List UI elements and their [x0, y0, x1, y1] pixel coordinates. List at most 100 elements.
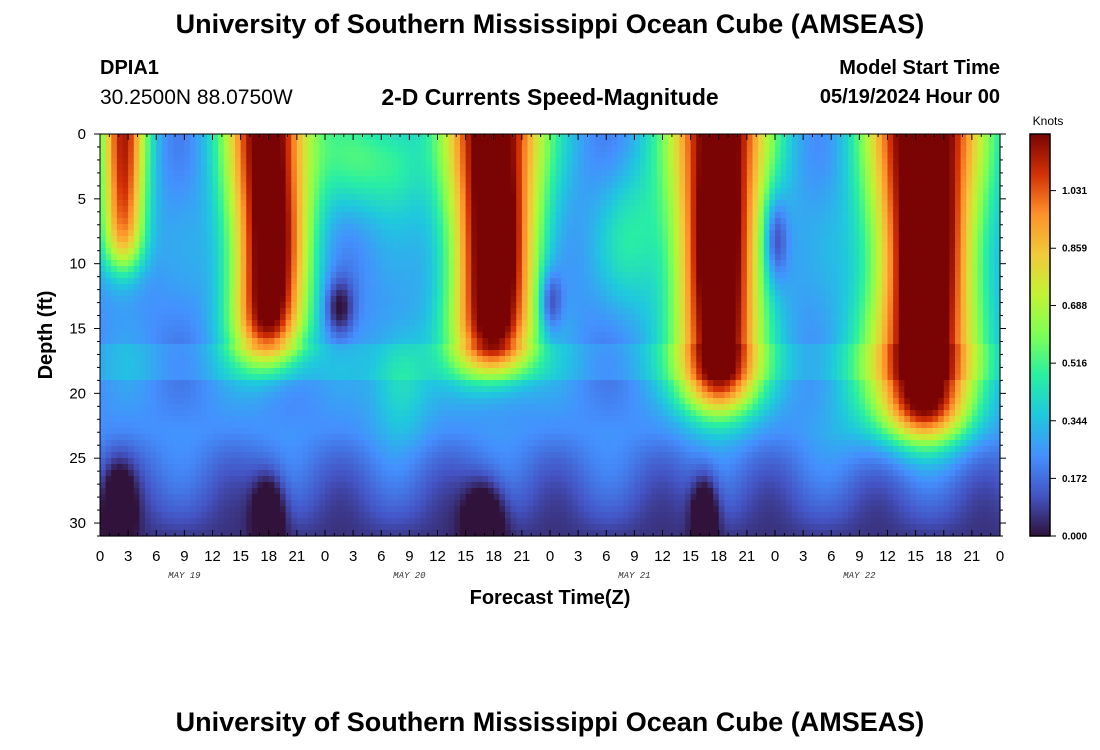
heatmap-cell: [223, 392, 230, 399]
heatmap-cell: [420, 326, 427, 333]
heatmap-cell: [460, 248, 467, 255]
heatmap-cell: [212, 242, 219, 249]
heatmap-cell: [398, 356, 405, 363]
heatmap-cell: [499, 482, 506, 489]
heatmap-cell: [364, 362, 371, 369]
heatmap-cell: [465, 224, 472, 231]
heatmap-cell: [443, 398, 450, 405]
heatmap-cell: [358, 356, 365, 363]
heatmap-cell: [516, 314, 523, 321]
heatmap-cell: [291, 464, 298, 471]
heatmap-cell: [285, 398, 292, 405]
heatmap-cell: [268, 380, 275, 387]
heatmap-cell: [280, 362, 287, 369]
heatmap-cell: [370, 392, 377, 399]
heatmap-cell: [437, 212, 444, 219]
heatmap-cell: [167, 248, 174, 255]
heatmap-cell: [190, 344, 197, 351]
heatmap-cell: [336, 308, 343, 315]
heatmap-cell: [263, 368, 270, 375]
heatmap-cell: [358, 458, 365, 465]
heatmap-cell: [274, 308, 281, 315]
heatmap-cell: [403, 476, 410, 483]
heatmap-cell: [268, 392, 275, 399]
heatmap-cell: [330, 494, 337, 501]
heatmap-cell: [409, 152, 416, 159]
heatmap-cell: [431, 356, 439, 363]
heatmap-cell: [420, 398, 427, 405]
heatmap-cell: [488, 434, 495, 441]
heatmap-cell: [190, 404, 197, 411]
heatmap-cell: [212, 380, 219, 387]
heatmap-cell: [364, 170, 371, 177]
heatmap-cell: [353, 134, 360, 141]
heatmap-cell: [280, 254, 287, 261]
heatmap-cell: [448, 464, 455, 471]
heatmap-cell: [178, 272, 185, 279]
heatmap-cell: [353, 380, 360, 387]
heatmap-cell: [409, 212, 416, 219]
heatmap-cell: [246, 476, 253, 483]
heatmap-cell: [330, 410, 337, 417]
heatmap-cell: [431, 476, 439, 483]
heatmap-cell: [381, 500, 388, 507]
heatmap-cell: [201, 488, 208, 495]
heatmap-cell: [122, 344, 129, 351]
heatmap-cell: [206, 332, 214, 339]
heatmap-cell: [403, 134, 410, 141]
heatmap-cell: [122, 260, 129, 267]
heatmap-cell: [111, 140, 118, 147]
heatmap-cell: [302, 398, 309, 405]
heatmap-cell: [235, 188, 242, 195]
heatmap-cell: [280, 284, 287, 291]
heatmap-cell: [100, 476, 107, 483]
heatmap-cell: [308, 170, 315, 177]
heatmap-cell: [128, 380, 135, 387]
heatmap-cell: [431, 320, 439, 327]
heatmap-cell: [268, 254, 275, 261]
heatmap-cell: [465, 218, 472, 225]
heatmap-cell: [313, 494, 320, 501]
heatmap-cell: [426, 356, 433, 363]
heatmap-cell: [420, 200, 427, 207]
heatmap-cell: [426, 440, 433, 447]
heatmap-cell: [128, 272, 135, 279]
heatmap-cell: [105, 254, 112, 261]
heatmap-cell: [375, 326, 382, 333]
heatmap-cell: [178, 320, 185, 327]
heatmap-cell: [415, 260, 422, 267]
heatmap-cell: [476, 410, 484, 417]
heatmap-cell: [190, 296, 197, 303]
heatmap-cell: [353, 284, 360, 291]
heatmap-cell: [105, 278, 112, 285]
heatmap-cell: [313, 140, 320, 147]
heatmap-cell: [229, 506, 236, 513]
heatmap-cell: [443, 266, 450, 273]
heatmap-cell: [229, 512, 236, 519]
heatmap-cell: [128, 152, 135, 159]
heatmap-cell: [370, 224, 377, 231]
heatmap-cell: [364, 248, 371, 255]
heatmap-cell: [437, 230, 444, 237]
heatmap-cell: [229, 200, 236, 207]
heatmap-cell: [482, 338, 489, 345]
heatmap-cell: [375, 272, 382, 279]
heatmap-cell: [499, 374, 506, 381]
heatmap-cell: [431, 314, 439, 321]
heatmap-cell: [319, 392, 326, 399]
heatmap-cell: [116, 290, 124, 297]
heatmap-cell: [128, 182, 135, 189]
heatmap-cell: [201, 302, 208, 309]
heatmap-cell: [178, 212, 185, 219]
heatmap-cell: [139, 422, 146, 429]
heatmap-cell: [403, 170, 410, 177]
heatmap-cell: [403, 458, 410, 465]
heatmap-cell: [150, 266, 157, 273]
heatmap-cell: [280, 488, 287, 495]
heatmap-cell: [116, 200, 124, 207]
heatmap-cell: [330, 296, 337, 303]
heatmap-cell: [375, 452, 382, 459]
heatmap-cell: [263, 230, 270, 237]
heatmap-cell: [392, 218, 399, 225]
heatmap-cell: [122, 380, 129, 387]
